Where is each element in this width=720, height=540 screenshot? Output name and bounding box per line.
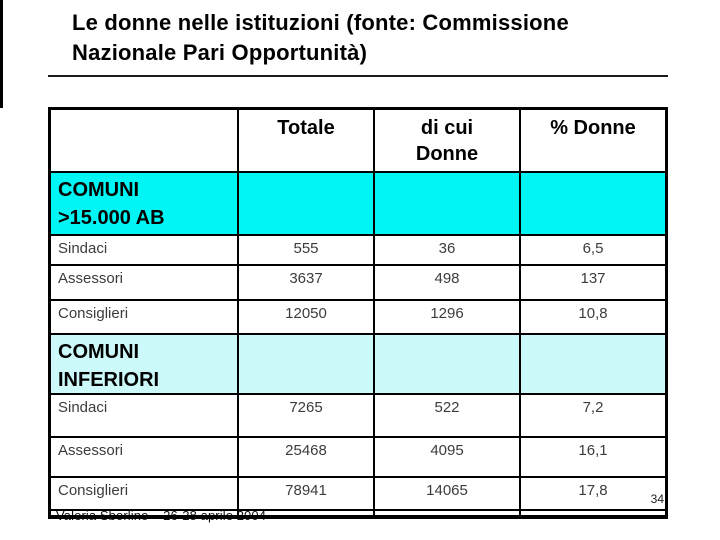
slide-page-number: 34 bbox=[650, 492, 664, 506]
cell-pct-donne: 7,2 bbox=[521, 395, 665, 436]
cell-di-cui-donne: 4095 bbox=[375, 438, 519, 476]
clipped-cell bbox=[51, 511, 237, 515]
section-empty-cell bbox=[521, 335, 665, 393]
section-label: COMUNI INFERIORI bbox=[51, 335, 237, 393]
row-label: Sindaci bbox=[51, 236, 237, 264]
cell-di-cui-donne: 14065 bbox=[375, 478, 519, 509]
row-label: Assessori bbox=[51, 438, 237, 476]
section-empty-cell bbox=[375, 173, 519, 234]
data-table-grid: Totale di cui Donne % Donne COMUNI >15.0… bbox=[51, 110, 665, 515]
cell-totale: 12050 bbox=[239, 301, 373, 333]
row-label: Assessori bbox=[51, 266, 237, 299]
cell-pct-donne: 16,1 bbox=[521, 438, 665, 476]
cell-pct-donne: 17,8 bbox=[521, 478, 665, 509]
cell-pct-donne: 137 bbox=[521, 266, 665, 299]
cell-totale: 25468 bbox=[239, 438, 373, 476]
cell-di-cui-donne: 1296 bbox=[375, 301, 519, 333]
slide-title: Le donne nelle istituzioni (fonte: Commi… bbox=[72, 10, 569, 65]
slide-left-edge-line bbox=[0, 0, 3, 108]
cell-totale: 78941 bbox=[239, 478, 373, 509]
row-label: Consiglieri bbox=[51, 478, 237, 509]
cell-totale: 7265 bbox=[239, 395, 373, 436]
header-cell-empty bbox=[51, 110, 237, 171]
section-empty-cell bbox=[375, 335, 519, 393]
row-label: Sindaci bbox=[51, 395, 237, 436]
header-cell-totale: Totale bbox=[239, 110, 373, 171]
header-cell-di-cui-donne: di cui Donne bbox=[375, 110, 519, 171]
clipped-cell bbox=[239, 511, 373, 515]
clipped-cell bbox=[375, 511, 519, 515]
section-empty-cell bbox=[521, 173, 665, 234]
cell-di-cui-donne: 36 bbox=[375, 236, 519, 264]
table-bottom-border-line bbox=[48, 515, 668, 519]
cell-pct-donne: 10,8 bbox=[521, 301, 665, 333]
header-cell-pct-donne: % Donne bbox=[521, 110, 665, 171]
section-empty-cell bbox=[239, 335, 373, 393]
cell-totale: 555 bbox=[239, 236, 373, 264]
title-divider-line bbox=[48, 75, 668, 77]
row-label: Consiglieri bbox=[51, 301, 237, 333]
clipped-cell bbox=[521, 511, 665, 515]
cell-di-cui-donne: 498 bbox=[375, 266, 519, 299]
cell-totale: 3637 bbox=[239, 266, 373, 299]
section-empty-cell bbox=[239, 173, 373, 234]
section-label: COMUNI >15.000 AB bbox=[51, 173, 237, 234]
data-table: Totale di cui Donne % Donne COMUNI >15.0… bbox=[48, 107, 668, 519]
cell-di-cui-donne: 522 bbox=[375, 395, 519, 436]
cell-pct-donne: 6,5 bbox=[521, 236, 665, 264]
